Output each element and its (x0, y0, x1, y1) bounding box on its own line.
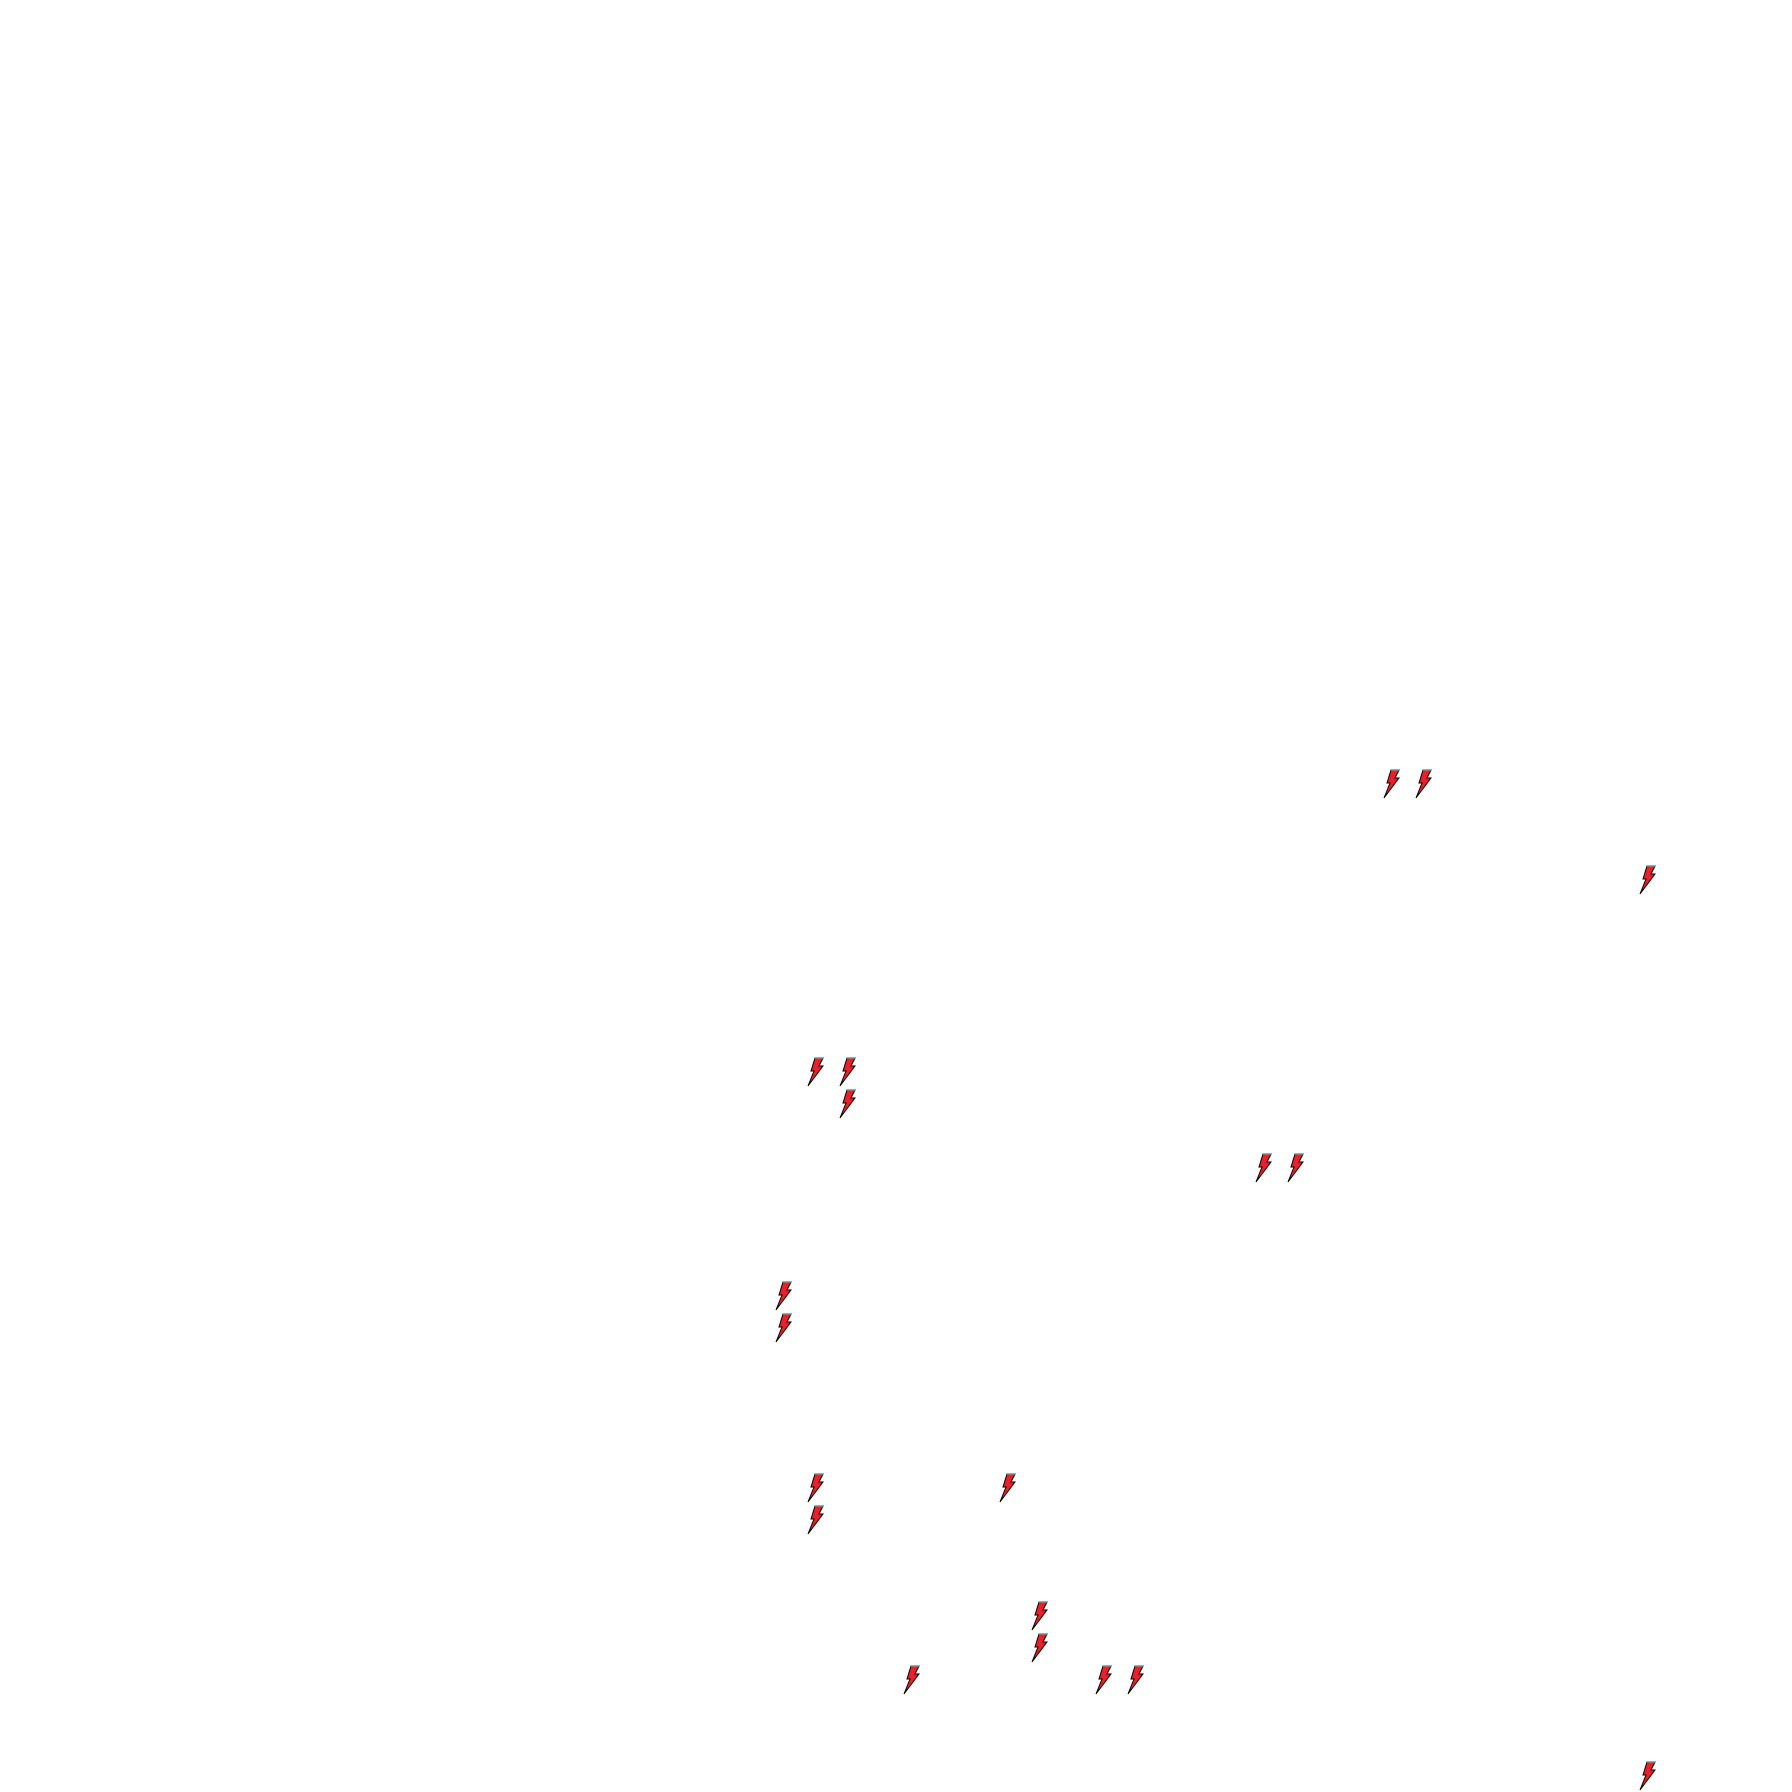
lightning-bolt-icon (775, 1313, 793, 1343)
lightning-bolt-icon (1383, 769, 1401, 799)
lightning-bolt-icon (1031, 1601, 1049, 1631)
lightning-bolt-icon (1031, 1633, 1049, 1663)
lightning-bolt-icon (1287, 1153, 1305, 1183)
lightning-bolt-icon (1095, 1665, 1113, 1695)
lightning-bolt-icon (1255, 1153, 1273, 1183)
lightning-bolt-icon (903, 1665, 921, 1695)
lightning-bolt-icon (807, 1505, 825, 1535)
lightning-bolt-icon (1639, 865, 1657, 895)
lightning-bolt-icon (839, 1089, 857, 1119)
lightning-bolt-icon (1639, 1761, 1657, 1791)
lightning-bolt-icon (1127, 1665, 1145, 1695)
lightning-bolt-icon (807, 1057, 825, 1087)
lightning-bolt-icon (807, 1473, 825, 1503)
lightning-bolt-icon (1415, 769, 1433, 799)
lightning-bolt-icon (775, 1281, 793, 1311)
lightning-bolt-icon (999, 1473, 1017, 1503)
lightning-bolt-icon (839, 1057, 857, 1087)
